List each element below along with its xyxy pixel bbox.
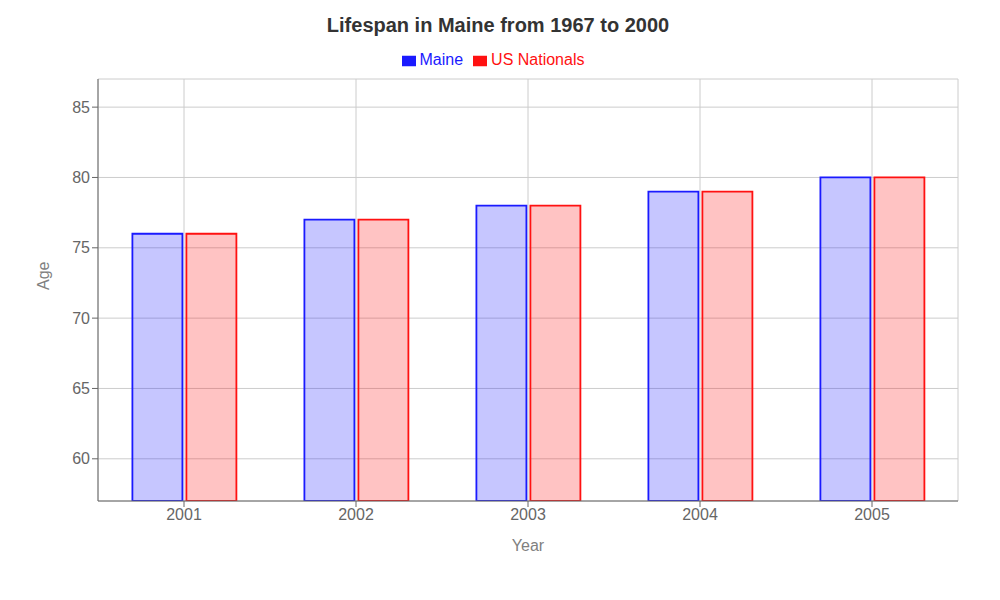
svg-text:75: 75 (72, 239, 90, 256)
svg-text:60: 60 (72, 450, 90, 467)
svg-text:2003: 2003 (510, 506, 546, 523)
svg-text:2004: 2004 (682, 506, 718, 523)
svg-text:Year: Year (512, 537, 545, 554)
html-text:Maine: Maine (419, 51, 464, 68)
svg-text:70: 70 (72, 310, 90, 327)
svg-text:2002: 2002 (338, 506, 374, 523)
svg-text:2001: 2001 (166, 506, 202, 523)
html-text:Lifespan in Maine from 1967 to: Lifespan in Maine from 1967 to 2000 (326, 14, 670, 36)
svg-text:65: 65 (72, 380, 90, 397)
svg-text:Age: Age (35, 261, 52, 290)
svg-text:85: 85 (72, 99, 90, 116)
svg-text:2005: 2005 (854, 506, 890, 523)
html-text:US Nationals: US Nationals (491, 51, 585, 68)
svg-text:80: 80 (72, 169, 90, 186)
